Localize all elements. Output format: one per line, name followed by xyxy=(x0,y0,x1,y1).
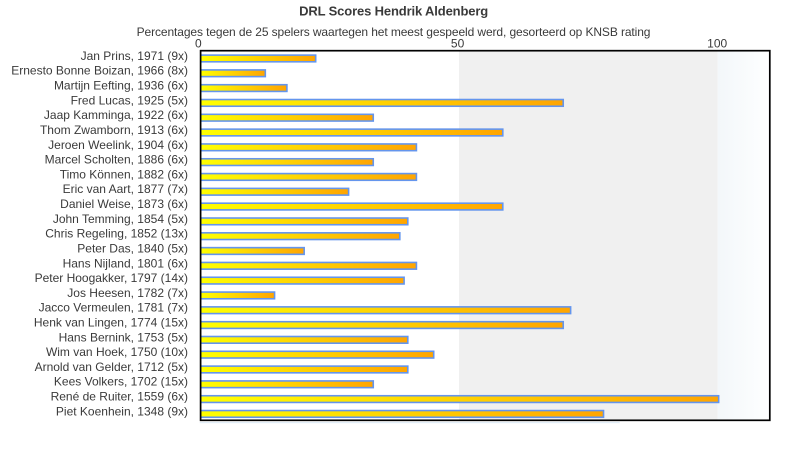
svg-text:Chris Regeling, 1852 (13x): Chris Regeling, 1852 (13x) xyxy=(45,227,188,241)
svg-text:Jaap Kamminga, 1922 (6x): Jaap Kamminga, 1922 (6x) xyxy=(44,108,188,122)
svg-text:Kees Volkers, 1702 (15x): Kees Volkers, 1702 (15x) xyxy=(54,375,188,389)
svg-text:Eric van Aart, 1877 (7x): Eric van Aart, 1877 (7x) xyxy=(63,182,188,196)
svg-text:Hans Nijland, 1801 (6x): Hans Nijland, 1801 (6x) xyxy=(63,256,188,270)
svg-text:Arnold van Gelder, 1712 (5x): Arnold van Gelder, 1712 (5x) xyxy=(35,360,188,374)
svg-text:Hans Bernink, 1753 (5x): Hans Bernink, 1753 (5x) xyxy=(59,330,188,344)
svg-text:Piet Koenhein, 1348 (9x): Piet Koenhein, 1348 (9x) xyxy=(56,404,188,418)
svg-text:Martijn Eefting, 1936 (6x): Martijn Eefting, 1936 (6x) xyxy=(54,79,188,93)
svg-text:Percentages tegen de 25 speler: Percentages tegen de 25 spelers waartege… xyxy=(137,25,651,39)
svg-text:100: 100 xyxy=(707,36,727,50)
svg-text:Jos Heesen, 1782 (7x): Jos Heesen, 1782 (7x) xyxy=(67,286,188,300)
svg-text:50: 50 xyxy=(451,36,465,50)
svg-text:Jeroen Weelink, 1904 (6x): Jeroen Weelink, 1904 (6x) xyxy=(48,138,188,152)
svg-text:Wim van Hoek, 1750 (10x): Wim van Hoek, 1750 (10x) xyxy=(46,345,188,359)
svg-text:Fred Lucas, 1925 (5x): Fred Lucas, 1925 (5x) xyxy=(71,93,188,107)
svg-text:Ernesto Bonne Boizan, 1966 (8x: Ernesto Bonne Boizan, 1966 (8x) xyxy=(11,64,188,78)
svg-text:Thom Zwamborn, 1913 (6x): Thom Zwamborn, 1913 (6x) xyxy=(40,123,188,137)
svg-text:Jacco Vermeulen, 1781 (7x): Jacco Vermeulen, 1781 (7x) xyxy=(39,301,188,315)
svg-text:Jan Prins, 1971 (9x): Jan Prins, 1971 (9x) xyxy=(81,49,188,63)
svg-text:Henk van Lingen, 1774 (15x): Henk van Lingen, 1774 (15x) xyxy=(34,315,188,329)
svg-text:DRL Scores Hendrik Aldenberg: DRL Scores Hendrik Aldenberg xyxy=(299,4,488,19)
svg-text:Peter Das, 1840 (5x): Peter Das, 1840 (5x) xyxy=(77,241,188,255)
svg-text:Peter Hoogakker, 1797 (14x): Peter Hoogakker, 1797 (14x) xyxy=(35,271,188,285)
svg-text:Daniel Weise, 1873 (6x): Daniel Weise, 1873 (6x) xyxy=(60,197,188,211)
svg-text:0: 0 xyxy=(195,36,202,50)
svg-text:Marcel Scholten, 1886 (6x): Marcel Scholten, 1886 (6x) xyxy=(45,153,188,167)
svg-text:Timo Können, 1882 (6x): Timo Können, 1882 (6x) xyxy=(60,167,188,181)
svg-text:René de Ruiter, 1559 (6x): René de Ruiter, 1559 (6x) xyxy=(51,390,188,404)
svg-text:John Temming, 1854 (5x): John Temming, 1854 (5x) xyxy=(53,212,188,226)
